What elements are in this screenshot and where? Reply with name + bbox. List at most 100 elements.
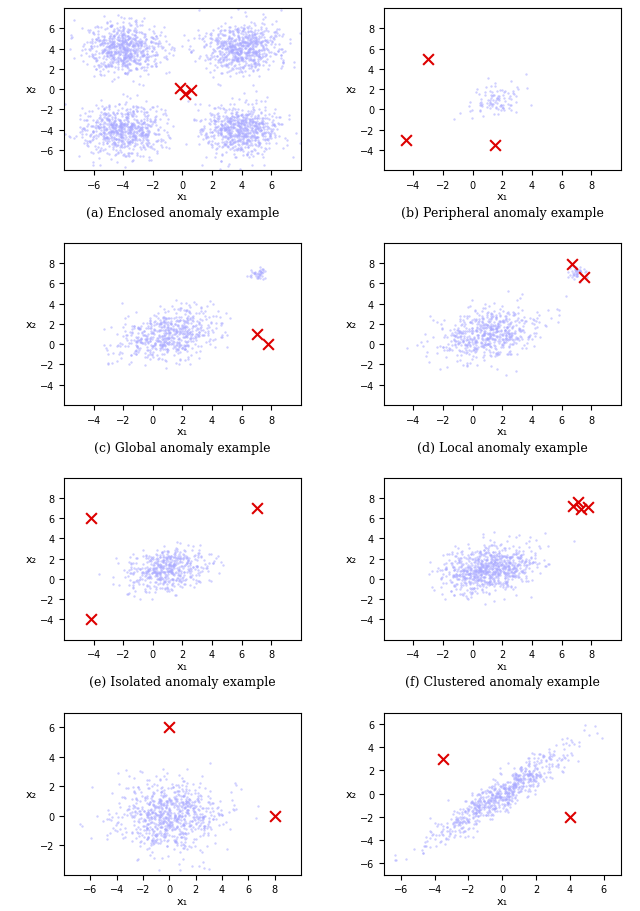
Point	[117, 38, 127, 53]
Point	[513, 551, 523, 566]
Point	[139, 324, 149, 339]
Point	[179, 816, 189, 831]
Point	[170, 340, 180, 354]
Point	[495, 761, 506, 775]
Point	[449, 337, 460, 352]
Point	[140, 328, 150, 343]
Point	[264, 129, 275, 144]
Point	[264, 131, 274, 146]
Point	[159, 343, 170, 357]
Point	[190, 794, 200, 809]
Point	[469, 797, 479, 812]
Point	[163, 565, 173, 579]
Point	[143, 150, 154, 165]
Point	[153, 123, 163, 138]
Point	[212, 111, 222, 126]
Point	[190, 785, 200, 800]
Point	[129, 118, 139, 132]
Point	[520, 314, 530, 329]
Point	[254, 47, 264, 62]
Point	[495, 766, 505, 781]
Point	[121, 111, 131, 126]
Point	[173, 567, 184, 581]
Point	[102, 812, 112, 826]
Point	[230, 33, 240, 47]
Point	[264, 34, 275, 48]
Point	[485, 326, 495, 341]
Point	[224, 45, 234, 59]
Point	[511, 767, 522, 782]
Point	[486, 311, 497, 325]
Point	[154, 810, 164, 824]
Point	[465, 567, 475, 581]
Point	[572, 267, 582, 281]
Point	[125, 19, 135, 34]
Point	[243, 46, 253, 60]
Point	[489, 305, 499, 320]
Point	[230, 776, 241, 791]
Point	[529, 340, 540, 354]
Point	[249, 46, 259, 61]
Point	[155, 313, 165, 328]
Point	[111, 118, 121, 132]
Point	[135, 839, 145, 854]
Point	[193, 813, 203, 827]
Point	[527, 317, 537, 332]
Point	[84, 135, 95, 149]
Point	[166, 338, 176, 353]
Point	[529, 758, 539, 773]
Point	[487, 86, 497, 100]
Point	[508, 547, 518, 561]
Point	[254, 43, 264, 57]
Point	[145, 563, 155, 578]
Point	[143, 806, 153, 821]
Point	[155, 793, 165, 808]
Point	[505, 796, 515, 811]
Point	[563, 266, 573, 281]
Point	[147, 822, 157, 836]
Point	[227, 45, 237, 59]
Point	[157, 808, 168, 823]
Point	[226, 127, 236, 141]
Point	[223, 32, 234, 46]
Point	[484, 792, 494, 806]
Point	[446, 576, 456, 590]
Point	[252, 35, 262, 49]
Point	[116, 124, 127, 138]
Point	[152, 560, 162, 575]
Point	[135, 140, 145, 155]
Point	[488, 88, 499, 103]
Point	[82, 138, 92, 153]
Point	[234, 38, 244, 53]
Point	[458, 820, 468, 834]
Point	[525, 783, 535, 798]
Point	[474, 564, 484, 578]
Point	[498, 777, 508, 792]
Point	[216, 59, 227, 74]
Point	[216, 155, 226, 169]
Point	[134, 834, 145, 849]
Point	[125, 37, 135, 52]
Point	[133, 327, 143, 342]
Point	[250, 35, 260, 49]
Point	[100, 134, 110, 148]
Point	[211, 146, 221, 160]
Point	[107, 59, 117, 74]
Point	[233, 22, 243, 36]
Point	[256, 123, 266, 138]
Point	[96, 141, 106, 156]
Point	[221, 135, 231, 149]
Point	[483, 556, 493, 570]
Point	[143, 831, 153, 845]
Point	[221, 120, 231, 135]
Point	[248, 266, 259, 281]
Point	[517, 303, 527, 318]
Point	[140, 335, 150, 350]
Point	[85, 135, 95, 149]
Point	[116, 117, 127, 131]
Point	[161, 810, 171, 824]
Point	[200, 128, 210, 143]
Point	[157, 851, 168, 865]
Point	[190, 551, 200, 566]
Point	[168, 780, 178, 794]
